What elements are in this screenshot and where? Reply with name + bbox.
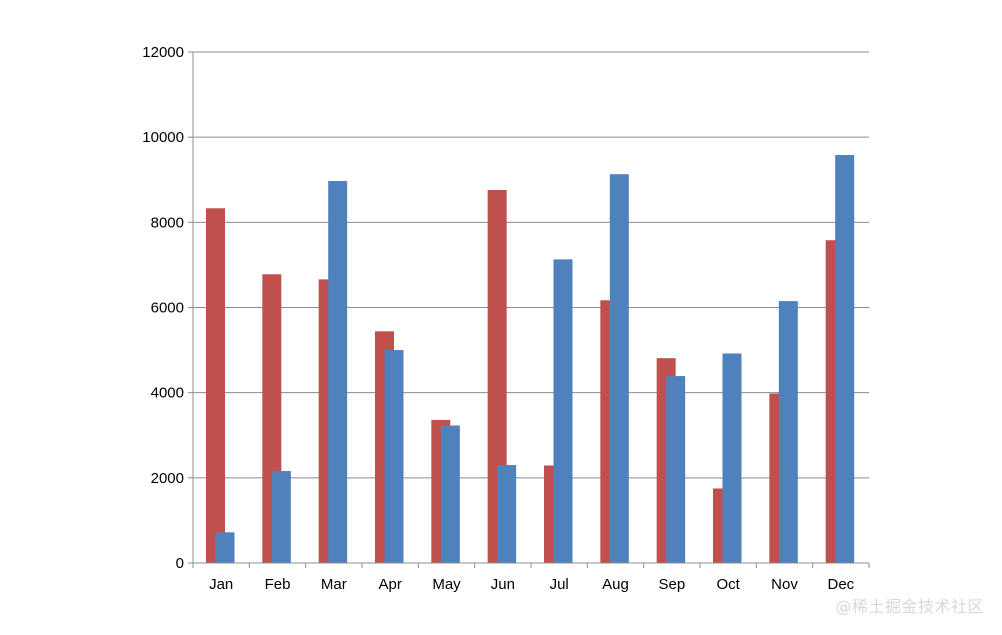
x-tick-label: Jul: [550, 576, 569, 593]
bar-series-2-jan: [215, 532, 235, 563]
y-tick-label: 6000: [151, 300, 184, 317]
bar-series-2-mar: [328, 181, 348, 563]
bar-series-2-dec: [835, 155, 855, 563]
bar-series-1-jan: [206, 208, 225, 564]
x-tick-label: Sep: [658, 576, 685, 593]
bar-series-2-aug: [609, 174, 629, 563]
x-tick-label: Oct: [716, 576, 740, 593]
x-tick-label: Jun: [491, 576, 515, 593]
x-tick-label: Dec: [827, 576, 854, 593]
bar-series-2-feb: [271, 471, 291, 563]
x-tick-label: Jan: [209, 576, 233, 593]
bar-series-2-may: [440, 425, 460, 563]
watermark-text: @稀土掘金技术社区: [835, 597, 984, 616]
x-axis: [188, 51, 870, 568]
bars: [206, 155, 855, 564]
bar-series-2-jul: [553, 259, 573, 563]
bar-series-2-apr: [384, 350, 404, 563]
bar-series-2-sep: [666, 376, 686, 563]
bar-series-2-oct: [722, 353, 742, 563]
y-tick-label: 2000: [151, 470, 184, 487]
y-tick-label: 12000: [142, 44, 184, 61]
x-tick-label: Mar: [321, 576, 347, 593]
x-tick-label: Aug: [602, 576, 629, 593]
bar-series-2-nov: [778, 301, 798, 563]
gridlines: [193, 51, 869, 479]
y-axis-tick-labels: 0 2000 4000 6000 8000 10000 12000: [142, 44, 184, 572]
y-tick-label: 4000: [151, 385, 184, 402]
x-axis-tick-labels: Jan Feb Mar Apr May Jun Jul Aug Sep Oct Nov Dec: [209, 576, 855, 593]
y-tick-label: 10000: [142, 129, 184, 146]
bar-series-2-jun: [497, 465, 517, 563]
y-tick-label: 8000: [151, 214, 184, 231]
x-tick-label: Apr: [378, 576, 401, 593]
x-tick-label: Nov: [771, 576, 798, 593]
x-tick-label: May: [432, 576, 461, 593]
y-tick-label: 0: [176, 555, 184, 572]
x-tick-label: Feb: [265, 576, 291, 593]
